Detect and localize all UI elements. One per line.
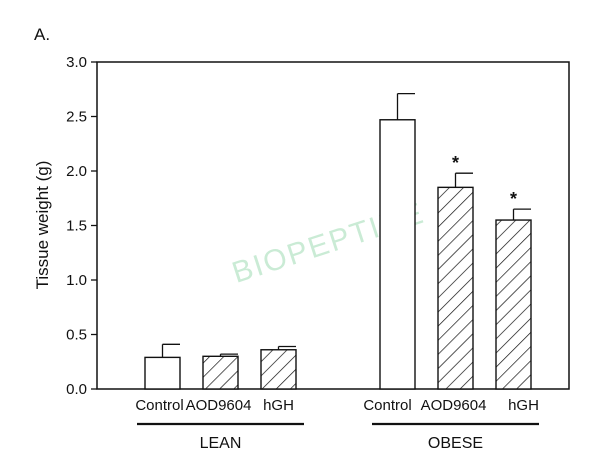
y-tick-label: 2.0 — [66, 163, 87, 180]
y-tick-label: 2.5 — [66, 109, 87, 126]
group-label-lean: LEAN — [200, 435, 242, 452]
bar-lean-control — [144, 356, 181, 390]
bar-lean-hgh — [260, 349, 297, 390]
category-label: Control — [135, 397, 183, 414]
x-axis-labels: Control AOD9604 hGH Control AOD9604 hGH — [135, 397, 539, 414]
bar-obese-control — [379, 119, 416, 390]
y-axis: 0.0 0.5 1.0 1.5 2.0 2.5 3.0 — [66, 54, 97, 398]
bar-obese-aod9604 — [437, 186, 474, 390]
panel-label: A. — [34, 25, 50, 44]
bar-obese-hgh — [495, 219, 532, 390]
y-tick-label: 0.0 — [66, 381, 87, 398]
category-label: AOD9604 — [421, 397, 487, 414]
significance-marker: * — [452, 153, 459, 173]
group-labels: LEAN OBESE — [137, 422, 539, 452]
category-label: hGH — [263, 397, 294, 414]
y-tick-label: 1.0 — [66, 272, 87, 289]
category-label: Control — [363, 397, 411, 414]
category-label: hGH — [508, 397, 539, 414]
group-label-obese: OBESE — [428, 435, 483, 452]
bar-lean-aod9604 — [202, 355, 239, 390]
y-axis-label: Tissue weight (g) — [33, 161, 52, 290]
y-tick-label: 1.5 — [66, 218, 87, 235]
y-tick-label: 0.5 — [66, 327, 87, 344]
y-tick-label: 3.0 — [66, 54, 87, 71]
category-label: AOD9604 — [186, 397, 252, 414]
bars: ** — [144, 92, 532, 390]
significance-marker: * — [510, 189, 517, 209]
